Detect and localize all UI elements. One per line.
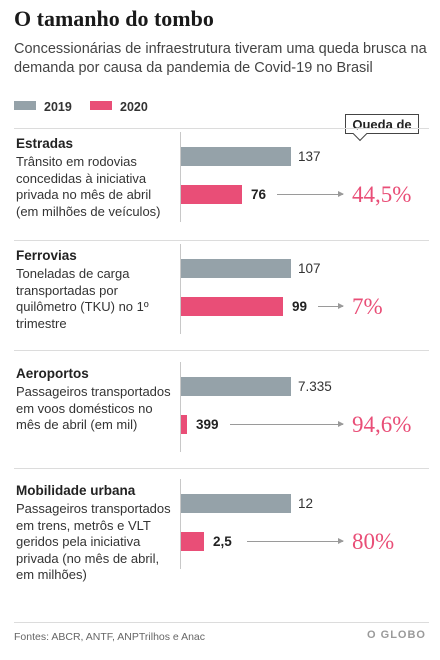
bar-2019: [181, 377, 291, 396]
legend-label-2019: 2019: [44, 100, 72, 114]
section-divider: [14, 468, 429, 469]
section-divider: [14, 350, 429, 351]
value-label-2020: 2,5: [213, 534, 232, 549]
section-divider: [14, 622, 429, 623]
drop-header-callout: Queda de: [345, 114, 419, 134]
bar-axis-line: [180, 362, 181, 452]
category-description: Passageiros transportados em trens, metr…: [16, 501, 171, 582]
legend-swatch-2019: [14, 101, 36, 110]
sources-footer: Fontes: ABCR, ANTF, ANPTrilhos e Anac: [14, 631, 206, 643]
bar-2019: [181, 494, 291, 513]
legend-label-2020: 2020: [120, 100, 148, 114]
category-description: Trânsito em rodovias concedidas à inicia…: [16, 154, 161, 219]
bar-axis-line: [180, 479, 181, 569]
value-label-2019: 107: [298, 261, 321, 276]
chart-title: O tamanho do tombo: [14, 6, 214, 31]
drop-arrow: [318, 303, 344, 309]
drop-arrow: [277, 191, 344, 197]
value-label-2020: 76: [251, 187, 267, 202]
bar-2020: [181, 415, 187, 434]
section-divider: [14, 240, 429, 241]
value-label-2019: 137: [298, 149, 321, 164]
bar-2019: [181, 259, 291, 278]
bar-2020: [181, 532, 204, 551]
drop-arrow: [230, 421, 344, 427]
bar-2020: [181, 297, 283, 316]
bar-axis-line: [180, 132, 181, 222]
category-title: Estradas: [16, 136, 74, 151]
section-divider: [14, 128, 429, 129]
drop-percentage: 94,6%: [352, 412, 412, 437]
value-label-2019: 7.335: [298, 379, 332, 394]
category-title: Aeroportos: [16, 366, 89, 381]
value-label-2019: 12: [298, 496, 314, 511]
value-label-2020: 399: [196, 417, 219, 432]
drop-arrow: [247, 538, 344, 544]
category-description: Toneladas de carga transportadas por qui…: [16, 266, 149, 331]
legend-item-2020: 2020: [90, 100, 148, 114]
bar-2019: [181, 147, 291, 166]
category-title: Mobilidade urbana: [16, 483, 136, 498]
bar-2020: [181, 185, 242, 204]
category-description: Passageiros transportados em voos domést…: [16, 384, 171, 432]
legend-swatch-2020: [90, 101, 112, 110]
bar-axis-line: [180, 244, 181, 334]
brand-logo: O GLOBO: [367, 629, 426, 641]
legend-item-2019: 2019: [14, 100, 72, 114]
drop-percentage: 7%: [352, 294, 383, 319]
drop-percentage: 44,5%: [352, 182, 412, 207]
value-label-2020: 99: [292, 299, 308, 314]
chart-subtitle: Concessionárias de infraestrutura tivera…: [14, 41, 427, 76]
category-title: Ferrovias: [16, 248, 77, 263]
drop-percentage: 80%: [352, 529, 395, 554]
